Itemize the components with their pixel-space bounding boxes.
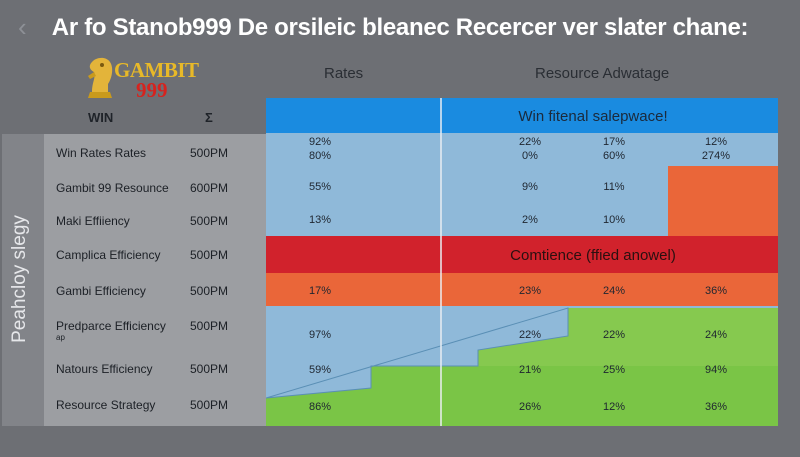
cell-value: 2% [522, 214, 538, 226]
cell-value: 86% [309, 401, 331, 413]
row-label: Gambit 99 Resounce [56, 181, 169, 195]
red-band [266, 236, 778, 273]
sigma-column-header: Σ [205, 110, 213, 125]
orange-band [266, 273, 778, 306]
cell-value: 12% [705, 136, 727, 148]
logo-number: 999 [136, 78, 168, 102]
cell-value: 80% [309, 150, 331, 162]
row-time: 500PM [190, 319, 229, 333]
cell-value: 22% [519, 329, 541, 341]
row-time: 500PM [190, 362, 229, 376]
blue-band [266, 98, 778, 133]
cell-value: 60% [603, 150, 625, 162]
knight-icon [88, 57, 113, 98]
row-time: 500PM [190, 146, 229, 160]
cell-value: 10% [603, 214, 625, 226]
row-time: 500PM [190, 214, 229, 228]
row-label: Camplica Efficiency [56, 248, 161, 262]
row-label: Resource Strategy [56, 398, 156, 412]
cell-value: 26% [519, 401, 541, 413]
cell-value: 97% [309, 329, 331, 341]
row-time: 500PM [190, 398, 229, 412]
cell-value: 25% [603, 364, 625, 376]
back-arrow-icon[interactable]: ‹ [18, 12, 27, 42]
page-title: Ar fo Stanob999 De orsileic bleanec Rece… [51, 14, 749, 41]
row-time: 500PM [190, 248, 229, 262]
orange-block [668, 166, 778, 236]
row-label: Gambi Efficiency [56, 284, 146, 298]
heat-table-chart: Win fitenal salepwace! Comtience (ffied a… [266, 98, 778, 426]
step-line [266, 307, 569, 399]
cell-value: 22% [603, 329, 625, 341]
row-label: Win Rates Rates [56, 146, 147, 160]
row-label: Natours Efficiency [56, 362, 153, 376]
row-sublabel: ap [56, 333, 65, 342]
cell-value: 9% [522, 181, 538, 193]
sidebar-strip [2, 134, 44, 426]
logo-word: GAMBIT [114, 58, 199, 82]
row-time: 600PM [190, 181, 229, 195]
row-time: 500PM [190, 284, 229, 298]
cell-value: 13% [309, 214, 331, 226]
cell-value: 0% [522, 150, 538, 162]
cell-value: 274% [702, 150, 730, 162]
cell-value: 24% [705, 329, 727, 341]
row-label: Predparce Efficiency [56, 319, 166, 333]
cell-value: 59% [309, 364, 331, 376]
cell-value: 55% [309, 181, 331, 193]
vertical-side-label: Peahcloy slegy [9, 215, 30, 343]
row-labels-panel [18, 134, 266, 426]
cell-value: 94% [705, 364, 727, 376]
banner-top-text: Win fitenal salepwace! [518, 108, 667, 125]
row-label: Maki Effiiency [56, 214, 130, 228]
green-region [266, 366, 778, 426]
cell-value: 12% [603, 401, 625, 413]
cell-value: 17% [603, 136, 625, 148]
cell-value: 36% [705, 401, 727, 413]
win-column-header: WIN [88, 110, 114, 125]
cell-value: 22% [519, 136, 541, 148]
cell-value: 21% [519, 364, 541, 376]
banner-red-text: Comtience (ffied anowel) [510, 247, 676, 264]
resource-heading: Resource Adwatage [535, 65, 670, 82]
cell-value: 23% [519, 285, 541, 297]
gambit-logo: GAMBIT 999 [80, 52, 210, 102]
cell-value: 36% [705, 285, 727, 297]
rates-heading: Rates [324, 65, 364, 82]
cell-value: 11% [603, 181, 624, 193]
cell-value: 24% [603, 285, 625, 297]
cell-value: 17% [309, 285, 331, 297]
cell-value: 92% [309, 136, 331, 148]
